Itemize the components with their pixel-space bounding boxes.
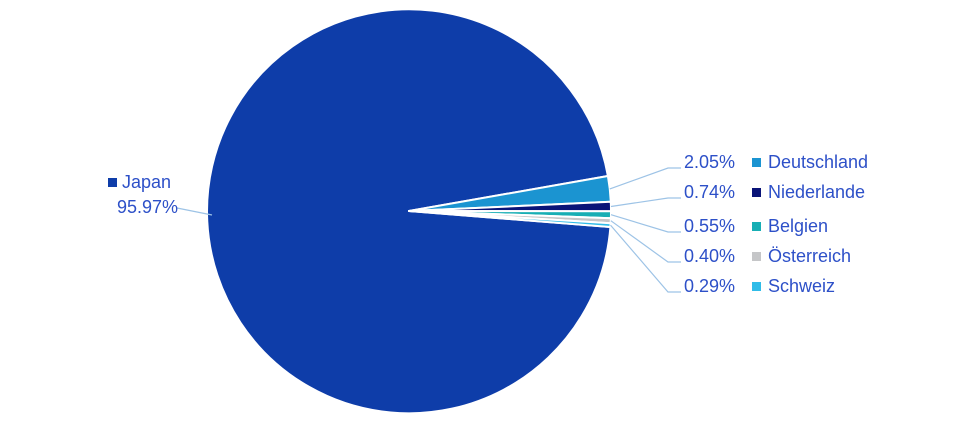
pie-slices — [206, 8, 613, 415]
percent-label-japan: 95.97% — [117, 197, 179, 217]
legend-item-niederlande: 0.74% Niederlande — [620, 180, 865, 204]
legend-item-japan: Japan 95.97% — [108, 170, 178, 220]
percent-label-deutschland: 2.05% — [683, 151, 735, 172]
leader-line-japan — [176, 207, 213, 216]
legend-item-oesterreich: 0.40% Österreich — [620, 244, 851, 268]
legend-label-japan: Japan — [122, 172, 172, 192]
legend-item-deutschland: 2.05% Deutschland — [620, 150, 868, 174]
leader-line-deutschland — [609, 167, 681, 190]
leader-line-schweiz — [610, 224, 681, 293]
leader-line-österreich — [610, 220, 681, 263]
leader-lines — [176, 167, 681, 293]
percent-label-niederlande: 0.74% — [683, 181, 735, 202]
legend-item-belgien: 0.55% Belgien — [620, 214, 828, 238]
leader-line-belgien — [610, 214, 681, 233]
legend-item-schweiz: 0.29% Schweiz — [620, 274, 835, 298]
legend-swatch-oesterreich — [752, 251, 761, 261]
legend-swatch-belgien — [752, 221, 761, 231]
legend-swatch-niederlande — [752, 187, 761, 197]
legend-label-schweiz: Schweiz — [768, 275, 836, 296]
percent-label-schweiz: 0.29% — [683, 275, 735, 296]
legend-swatch-schweiz — [752, 281, 761, 291]
percent-label-oesterreich: 0.40% — [683, 245, 735, 266]
legend-label-niederlande: Niederlande — [768, 181, 866, 202]
legend-label-oesterreich: Österreich — [768, 245, 852, 266]
percent-label-belgien: 0.55% — [683, 215, 735, 236]
legend-swatch-japan — [108, 178, 117, 187]
legend-label-belgien: Belgien — [768, 215, 829, 236]
legend-swatch-deutschland — [752, 157, 761, 167]
legend-label-deutschland: Deutschland — [768, 151, 869, 172]
leader-line-niederlande — [610, 197, 681, 208]
